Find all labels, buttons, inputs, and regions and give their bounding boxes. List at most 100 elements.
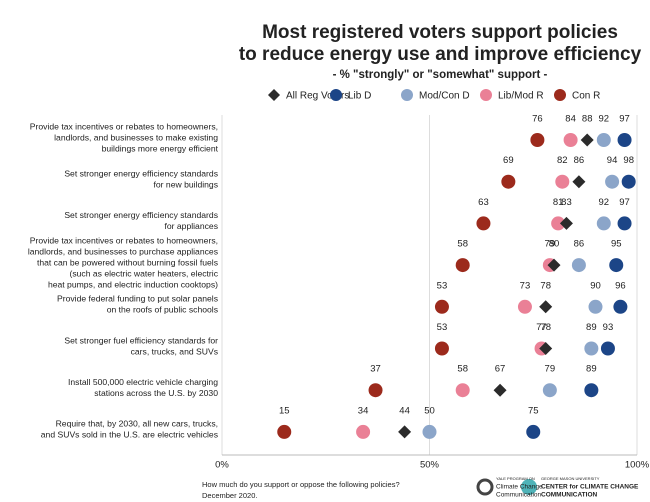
legend-marker [330, 89, 342, 101]
dot [455, 383, 470, 398]
dot [517, 299, 532, 314]
dot-diamond [559, 216, 573, 230]
category-label: Install 500,000 electric vehicle chargin… [68, 377, 218, 387]
dot [434, 341, 449, 356]
value-label: 94 [607, 155, 618, 166]
dot-diamond [539, 300, 553, 314]
dot [455, 258, 470, 273]
dot [476, 216, 491, 231]
value-label: 69 [503, 155, 514, 166]
dot [571, 258, 586, 273]
legend-label: Lib D [348, 91, 371, 102]
dot [605, 174, 620, 189]
chart-title: Most registered voters support policies [262, 22, 618, 43]
dot-diamond [493, 383, 507, 397]
value-label: 81 [553, 197, 564, 208]
value-label: 92 [599, 114, 610, 125]
dot [617, 216, 632, 231]
dot [600, 341, 615, 356]
value-label: 67 [495, 364, 506, 375]
footnote: December 2020. [202, 491, 257, 500]
category-label: Set stronger energy efficiency standards [64, 168, 218, 178]
value-label: 82 [557, 155, 568, 166]
value-label: 84 [565, 114, 576, 125]
value-label: 93 [603, 322, 614, 333]
category-label: landlords, and businesses to make existi… [54, 132, 218, 142]
dot [588, 299, 603, 314]
value-label: 37 [370, 364, 381, 375]
value-label: 75 [528, 405, 539, 416]
x-tick-label: 0% [215, 460, 229, 471]
category-label: Provide federal funding to put solar pan… [57, 294, 218, 304]
legend-marker [554, 89, 566, 101]
value-label: 77 [536, 322, 547, 333]
value-label: 78 [540, 322, 551, 333]
value-label: 63 [478, 197, 489, 208]
legend-marker [480, 89, 492, 101]
dot-diamond [580, 133, 594, 147]
value-label: 53 [437, 280, 448, 291]
value-label: 88 [582, 114, 593, 125]
dot [356, 424, 371, 439]
value-label: 79 [545, 239, 556, 250]
category-label: Set stronger fuel efficiency standards f… [64, 335, 218, 345]
value-label: 86 [574, 239, 585, 250]
value-label: 89 [586, 364, 597, 375]
category-label: Provide tax incentives or rebates to hom… [30, 121, 218, 131]
category-label: Provide tax incentives or rebates to hom… [30, 235, 218, 245]
dot [584, 341, 599, 356]
value-label: 58 [457, 239, 468, 250]
logo-text: GEORGE MASON UNIVERSITY [541, 476, 600, 481]
dot [563, 133, 578, 147]
value-label: 90 [590, 280, 601, 291]
dot-diamond [539, 342, 553, 355]
dot [542, 383, 557, 398]
logo-text: Climate Change [496, 484, 543, 491]
dot [422, 424, 437, 439]
legend-marker [268, 89, 280, 101]
dot [530, 133, 545, 147]
value-label: 15 [279, 405, 290, 416]
value-label: 80 [549, 239, 560, 250]
logo-text: CENTER for CLIMATE CHANGE [541, 484, 639, 491]
value-label: 96 [615, 280, 626, 291]
chart-title: to reduce energy use and improve efficie… [239, 44, 642, 65]
dot [621, 174, 636, 189]
dot [551, 216, 566, 231]
legend-label: Con R [572, 91, 600, 102]
logo-text: COMMUNICATION [541, 492, 598, 499]
legend-label: Mod/Con D [419, 91, 470, 102]
dot [555, 174, 570, 189]
value-label: 78 [540, 280, 551, 291]
category-label: Require that, by 2030, all new cars, tru… [56, 419, 218, 429]
dot [368, 383, 383, 398]
dot [613, 299, 628, 314]
value-label: 97 [619, 197, 630, 208]
dot-diamond [572, 175, 586, 189]
footnote: How much do you support or oppose the fo… [202, 480, 400, 489]
value-label: 73 [520, 280, 531, 291]
category-label: heat pumps, and electric induction cookt… [48, 279, 218, 289]
category-label: stations across the U.S. by 2030 [94, 388, 218, 398]
category-label: Set stronger energy efficiency standards [64, 210, 218, 220]
value-label: 50 [424, 405, 435, 416]
value-label: 95 [611, 239, 622, 250]
dot [584, 383, 599, 398]
x-tick-label: 100% [625, 460, 650, 471]
dot [609, 258, 624, 273]
logo-icon [521, 479, 537, 495]
legend-label: Lib/Mod R [498, 91, 544, 102]
dot [277, 424, 292, 439]
x-tick-label: 50% [420, 460, 440, 471]
dot [617, 133, 632, 147]
category-label: and SUVs sold in the U.S. are electric v… [41, 430, 218, 440]
category-label: for new buildings [154, 179, 219, 189]
category-label: for appliances [164, 221, 218, 231]
value-label: 76 [532, 114, 543, 125]
logo-text: Communication [496, 492, 542, 499]
value-label: 58 [457, 364, 468, 375]
value-label: 34 [358, 405, 369, 416]
value-label: 44 [399, 405, 410, 416]
dot [526, 424, 541, 439]
